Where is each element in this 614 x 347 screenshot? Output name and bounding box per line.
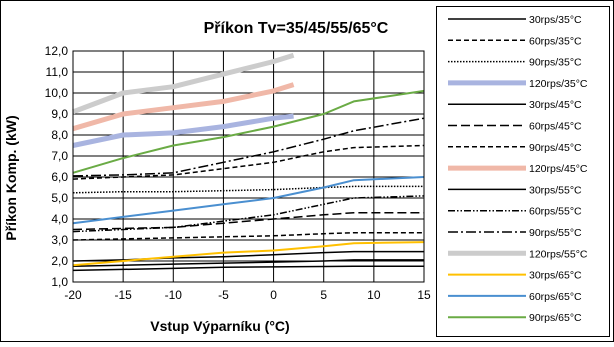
legend-label: 30rps/45°C [529,99,582,111]
legend-label: 30rps/65°C [529,270,582,282]
legend-label: 60rps/55°C [529,206,582,218]
y-tick-label: 3,0 [51,233,68,247]
x-axis-title: Vstup Výparníku (°C) [150,318,289,334]
x-tick-label: 10 [367,288,381,302]
legend-label: 120rps/55°C [529,248,588,260]
legend-label: 60rps/35°C [529,35,582,47]
y-tick-label: 8,0 [51,128,68,142]
y-tick-label: 9,0 [51,107,68,121]
y-tick-label: 11,0 [46,65,69,79]
legend-label: 60rps/45°C [529,121,582,133]
legend-label: 60rps/65°C [529,291,582,303]
legend-label: 30rps/55°C [529,184,582,196]
x-tick-label: 15 [417,288,431,302]
legend-label: 90rps/35°C [529,57,582,69]
x-tick-label: 0 [270,288,277,302]
y-tick-label: 12,0 [45,44,69,58]
x-tick-label: -5 [218,288,229,302]
legend-label: 90rps/45°C [529,142,582,154]
y-tick-label: 10,0 [45,86,69,100]
y-tick-label: 4,0 [51,212,68,226]
y-axis-title: Příkon Komp. (kW) [3,115,19,240]
x-tick-label: -15 [114,288,132,302]
legend-label: 120rps/45°C [529,163,588,175]
chart-title: Příkon Tv=35/45/55/65°C [204,20,389,37]
legend-label: 90rps/55°C [529,227,582,239]
x-tick-label: 5 [320,288,327,302]
y-tick-label: 7,0 [51,149,68,163]
y-tick-label: 1,0 [51,275,68,289]
x-tick-label: -20 [64,288,82,302]
plot-background [73,51,424,282]
y-tick-label: 5,0 [51,191,68,205]
legend-label: 30rps/35°C [529,14,582,26]
legend-label: 120rps/35°C [529,78,588,90]
x-tick-label: -10 [165,288,183,302]
y-tick-label: 6,0 [51,170,68,184]
legend-label: 90rps/65°C [529,312,582,324]
y-tick-label: 2,0 [51,254,68,268]
